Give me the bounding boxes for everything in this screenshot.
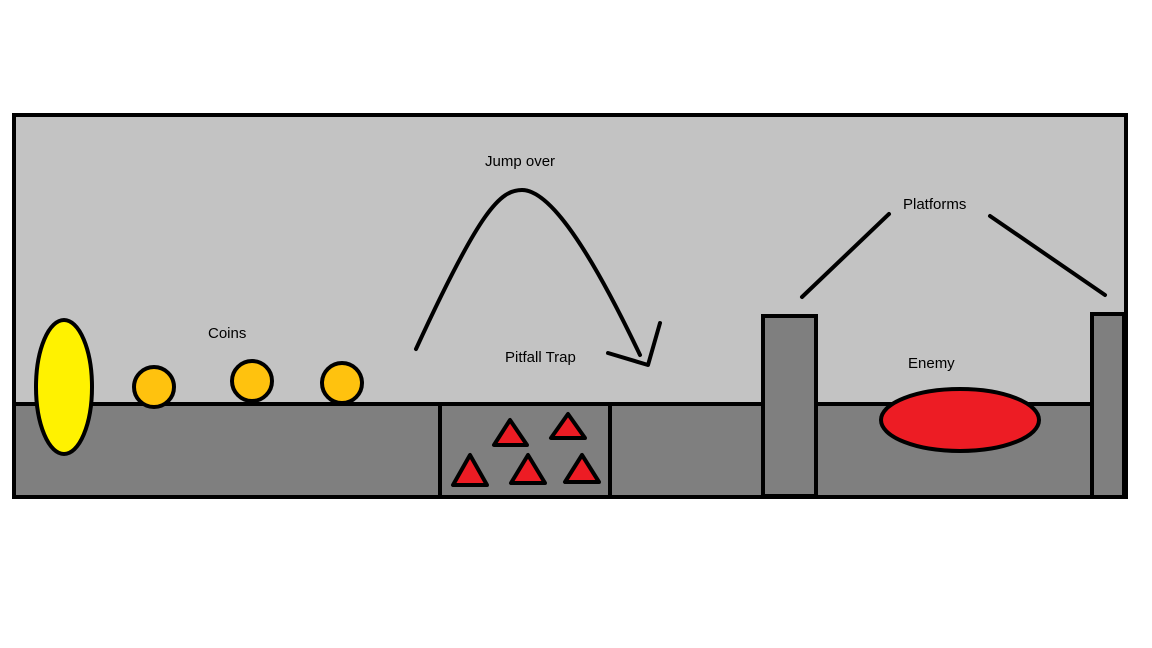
spike (563, 453, 601, 484)
red-enemy (879, 387, 1041, 453)
jump-arrowhead (606, 321, 662, 367)
coin (230, 359, 274, 403)
platforms-pointer-right (988, 214, 1107, 297)
jump-arc (414, 187, 642, 357)
spike (509, 453, 547, 485)
platform-right (1090, 312, 1126, 499)
platforms-label: Platforms (903, 196, 967, 213)
platforms-pointer-left (800, 212, 891, 299)
spike (549, 412, 587, 440)
coin (320, 361, 364, 405)
yellow-portal (34, 318, 94, 456)
coin (132, 365, 176, 409)
jump-over-label: Jump over (485, 153, 556, 170)
spike (451, 453, 489, 487)
enemy-label: Enemy (908, 355, 955, 372)
platform-left (761, 314, 818, 498)
pitfall-trap-label: Pitfall Trap (505, 349, 576, 366)
coins-label: Coins (208, 325, 247, 342)
spike (492, 418, 529, 447)
